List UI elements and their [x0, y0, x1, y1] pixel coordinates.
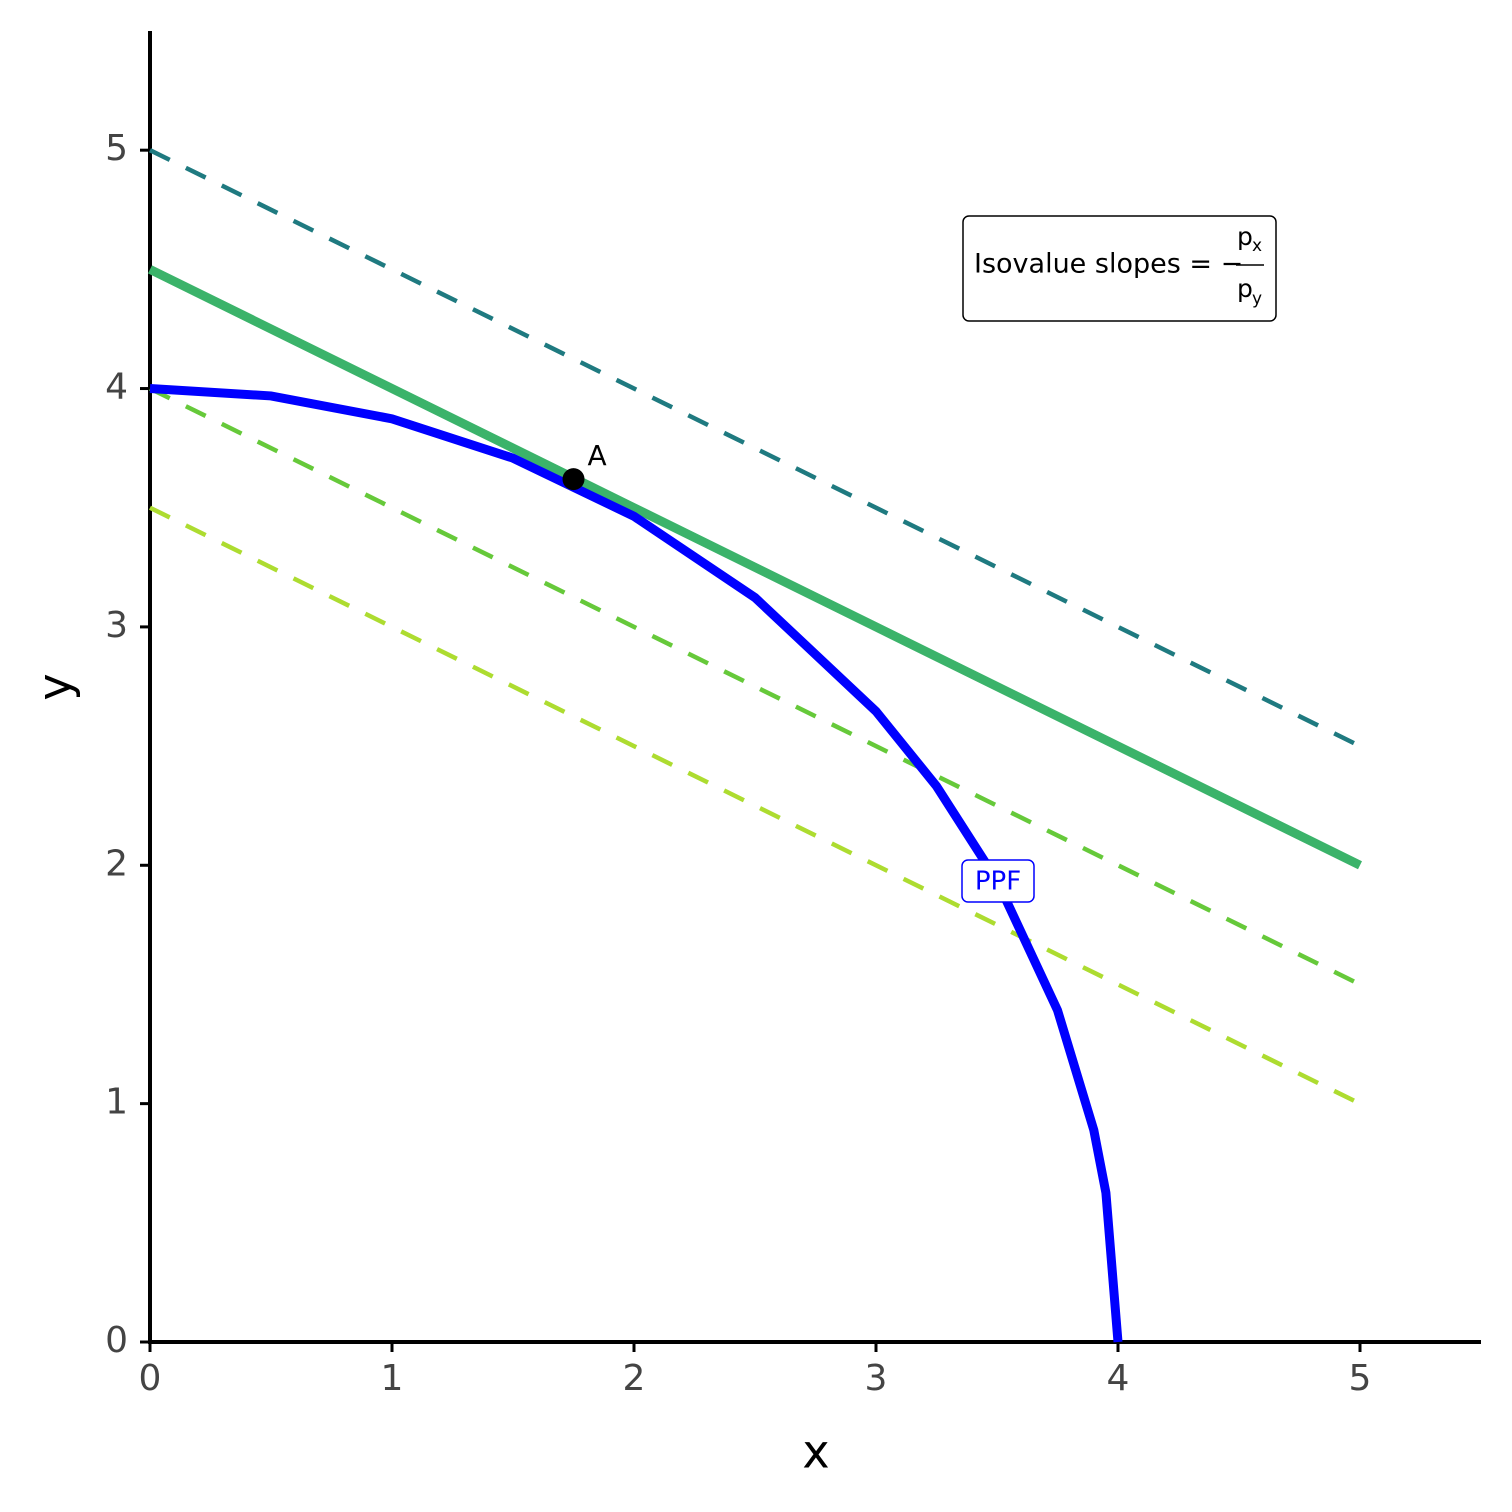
denominator-sub: y [1252, 289, 1262, 309]
y-tick-label: 5 [105, 128, 128, 169]
label-text: PPF [975, 867, 1021, 897]
x-tick-label: 1 [381, 1358, 404, 1399]
x-axis-title: x [802, 1425, 829, 1479]
series-line [149, 148, 1361, 749]
x-tick-label: 4 [1107, 1358, 1130, 1399]
label-box [961, 859, 1035, 903]
point-label: A [588, 439, 607, 472]
numerator: p [1237, 222, 1253, 251]
x-tick-label: 3 [865, 1358, 888, 1399]
point [562, 468, 585, 491]
y-tick-label: 2 [105, 843, 128, 884]
annotation-box [962, 215, 1277, 322]
series-line [149, 384, 1123, 1343]
y-tick-label: 0 [105, 1320, 128, 1361]
x-tick-label: 2 [623, 1358, 646, 1399]
series-line [149, 386, 1361, 987]
x-tick-label: 5 [1349, 1358, 1372, 1399]
y-axis-title: y [28, 673, 82, 700]
annotation-text: Isovalue slopes = − [974, 249, 1243, 280]
annotation: Isovalue slopes = −p xp y [962, 215, 1277, 322]
series-line [149, 505, 1361, 1106]
y-tick-label: 3 [105, 605, 128, 646]
series-line [148, 265, 1362, 870]
series-label: PPF [961, 859, 1035, 903]
x-tick-label: 0 [139, 1358, 162, 1399]
denominator: p [1237, 274, 1253, 303]
y-tick-label: 1 [105, 1082, 128, 1123]
numerator-sub: x [1252, 236, 1262, 256]
y-tick-label: 4 [105, 367, 128, 408]
